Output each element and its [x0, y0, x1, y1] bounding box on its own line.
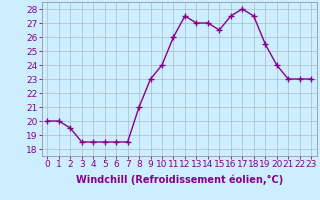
X-axis label: Windchill (Refroidissement éolien,°C): Windchill (Refroidissement éolien,°C) — [76, 175, 283, 185]
